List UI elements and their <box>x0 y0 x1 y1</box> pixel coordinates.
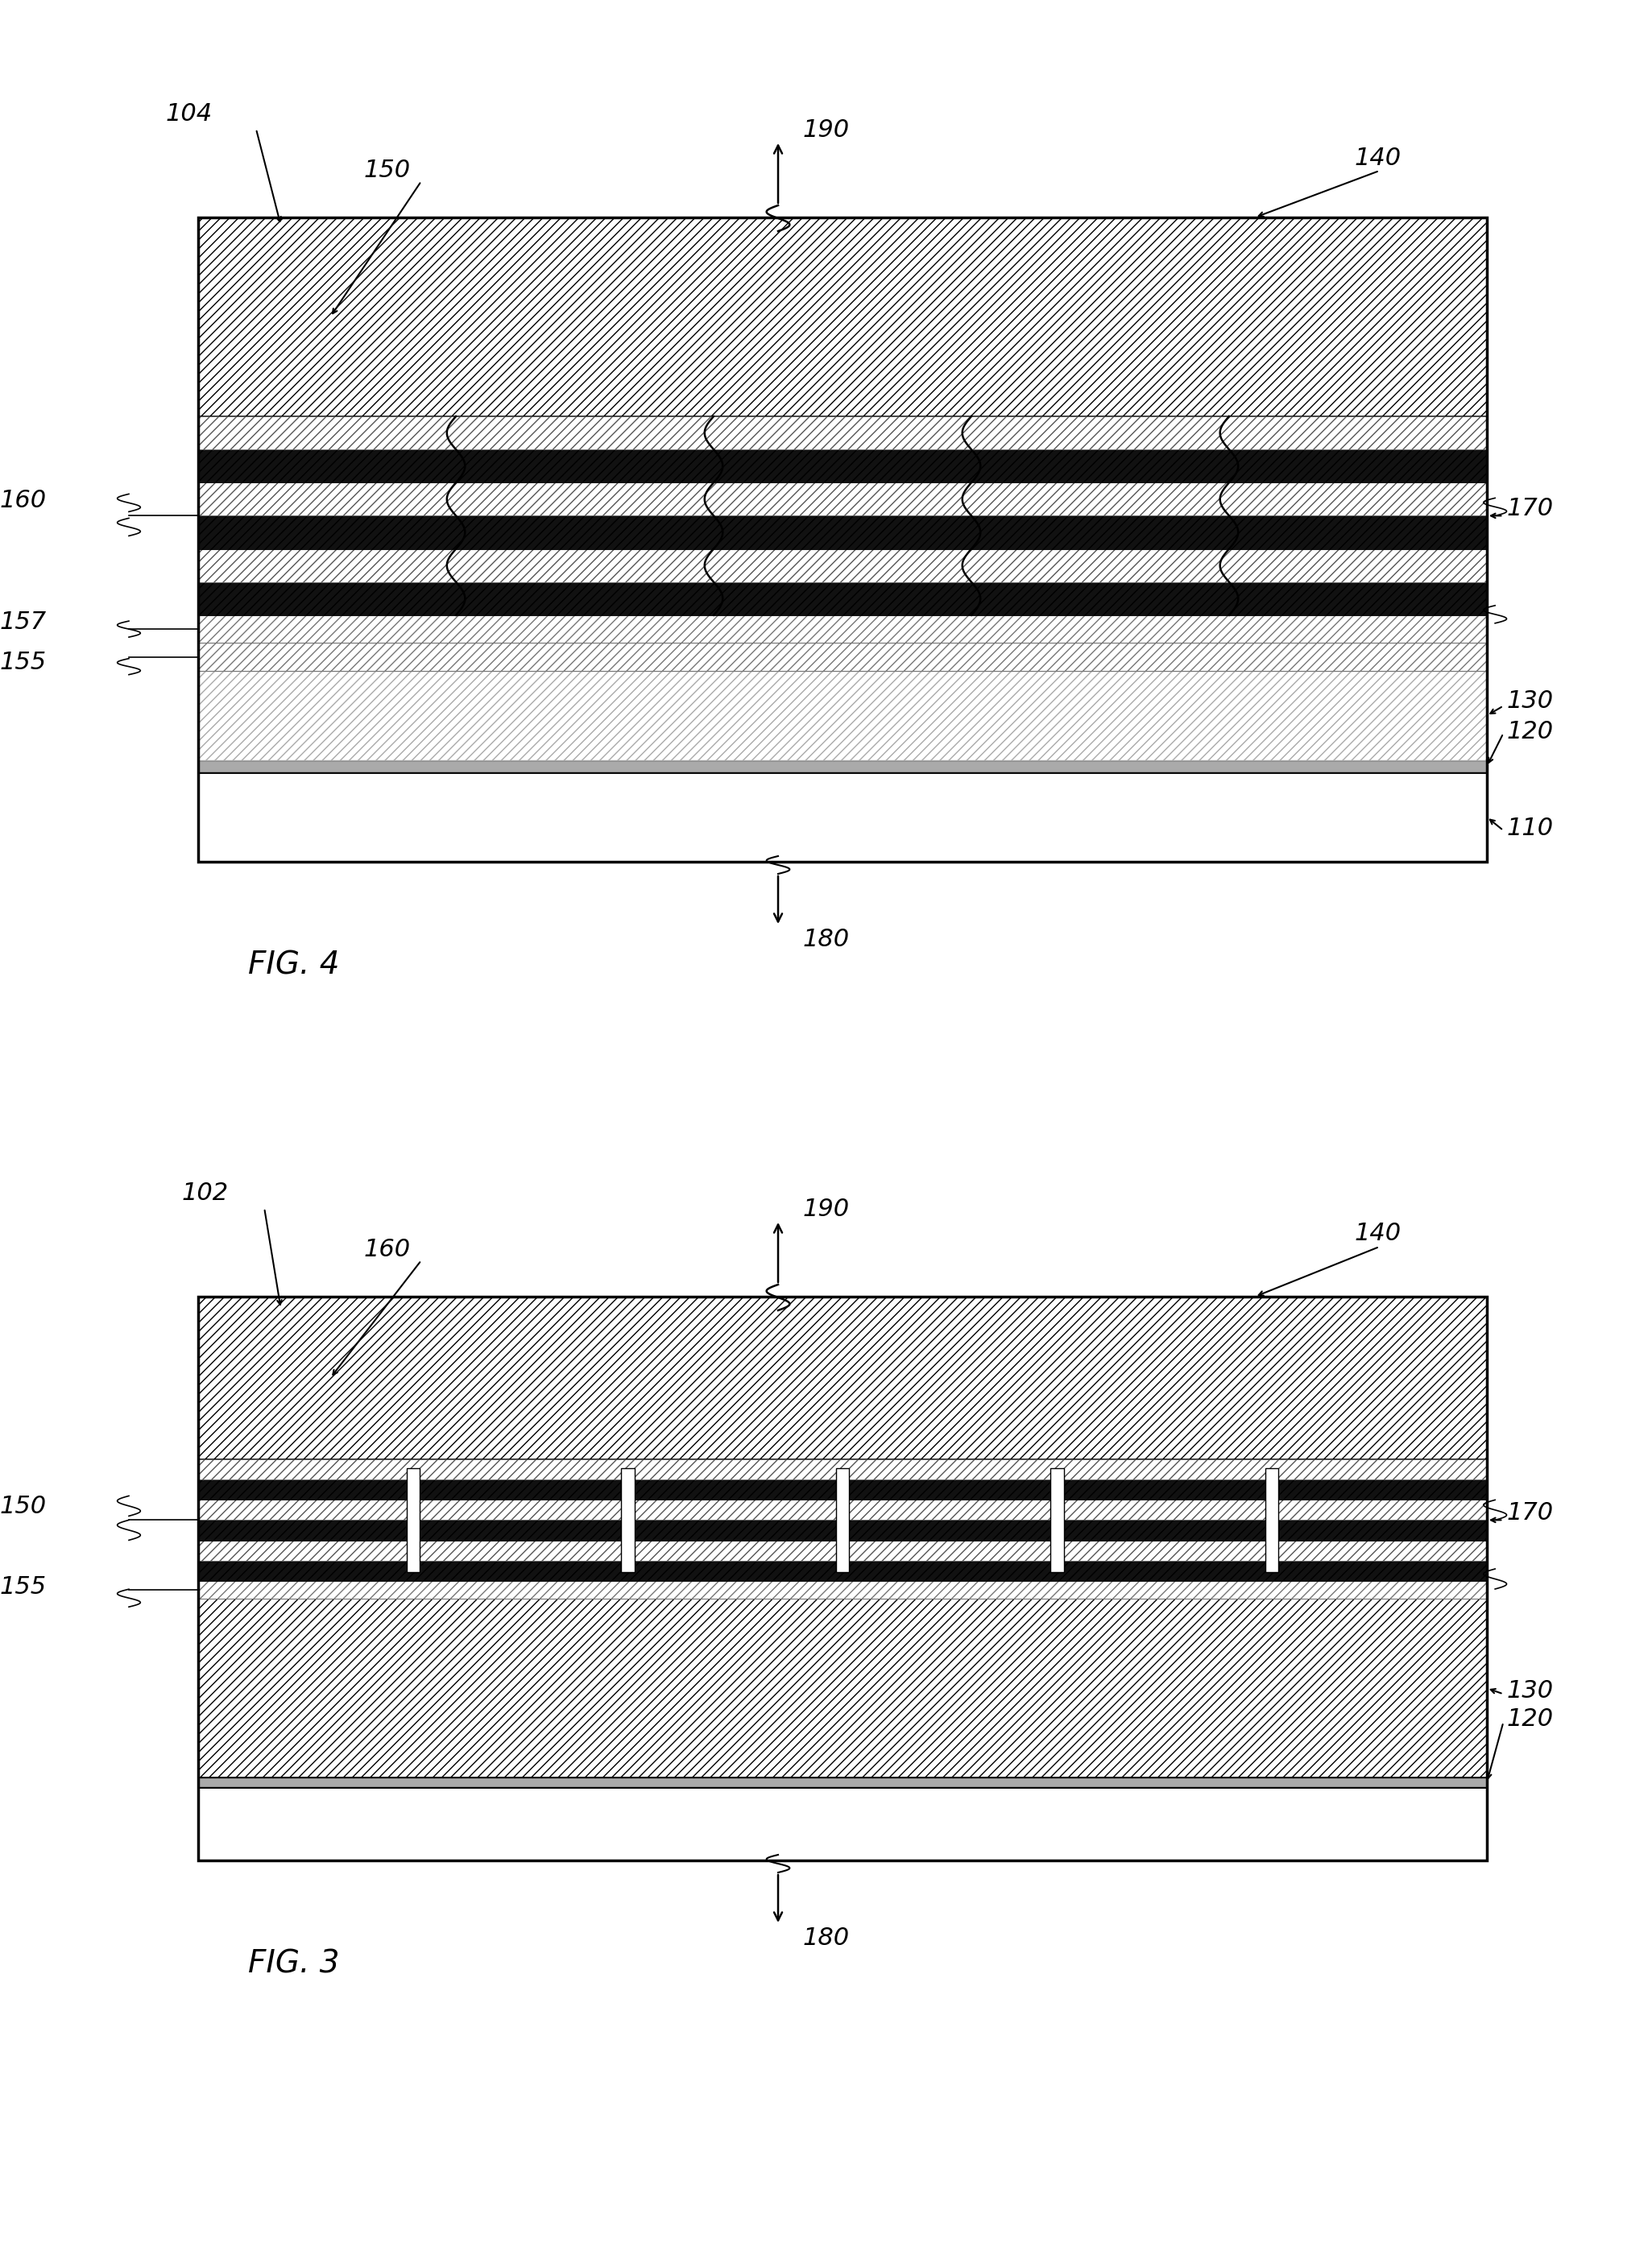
Bar <box>198 1600 1487 1777</box>
Bar <box>198 759 1487 773</box>
Text: 180: 180 <box>803 1926 849 1950</box>
Bar <box>406 1467 420 1573</box>
Bar <box>198 1479 1487 1499</box>
Text: 155: 155 <box>0 1575 46 1600</box>
Text: 102: 102 <box>182 1182 228 1204</box>
Text: 170: 170 <box>1507 1501 1553 1526</box>
Text: 120: 120 <box>1507 719 1553 744</box>
Text: 160: 160 <box>0 490 46 512</box>
Text: 190: 190 <box>803 119 849 142</box>
Bar <box>198 1499 1487 1519</box>
Text: 140: 140 <box>1355 1222 1401 1245</box>
Bar <box>198 449 1487 483</box>
Text: 150: 150 <box>363 160 410 182</box>
Text: FIG. 4: FIG. 4 <box>248 950 339 982</box>
Bar <box>198 1541 1487 1562</box>
Bar <box>621 1467 634 1573</box>
Bar <box>198 643 1487 672</box>
Bar <box>198 1297 1487 1861</box>
Text: 155: 155 <box>0 649 46 674</box>
Text: 180: 180 <box>803 928 849 950</box>
Bar <box>198 517 1487 548</box>
Text: 140: 140 <box>1355 146 1401 171</box>
Text: 130: 130 <box>1507 1679 1553 1703</box>
Bar <box>198 672 1487 759</box>
Bar <box>198 416 1487 449</box>
Bar <box>836 1467 849 1573</box>
Bar <box>198 582 1487 616</box>
Text: 120: 120 <box>1507 1708 1553 1730</box>
Bar <box>198 218 1487 416</box>
Bar <box>198 218 1487 863</box>
Text: 160: 160 <box>363 1238 410 1261</box>
Bar <box>198 1458 1487 1479</box>
Text: 157: 157 <box>0 611 46 634</box>
Text: 110: 110 <box>1507 816 1553 840</box>
Text: 190: 190 <box>803 1198 849 1220</box>
Text: 150: 150 <box>0 1494 46 1519</box>
Bar <box>1051 1467 1064 1573</box>
Bar <box>198 1297 1487 1458</box>
Bar <box>198 773 1487 863</box>
Text: 130: 130 <box>1507 690 1553 712</box>
Bar <box>198 1582 1487 1600</box>
Bar <box>198 1777 1487 1786</box>
Bar <box>1265 1467 1279 1573</box>
Bar <box>198 1519 1487 1541</box>
Text: 170: 170 <box>1507 497 1553 521</box>
Bar <box>198 548 1487 582</box>
Text: 104: 104 <box>165 103 211 126</box>
Bar <box>198 1786 1487 1861</box>
Bar <box>198 1562 1487 1582</box>
Bar <box>198 483 1487 517</box>
Bar <box>198 616 1487 643</box>
Text: FIG. 3: FIG. 3 <box>248 1948 339 1980</box>
